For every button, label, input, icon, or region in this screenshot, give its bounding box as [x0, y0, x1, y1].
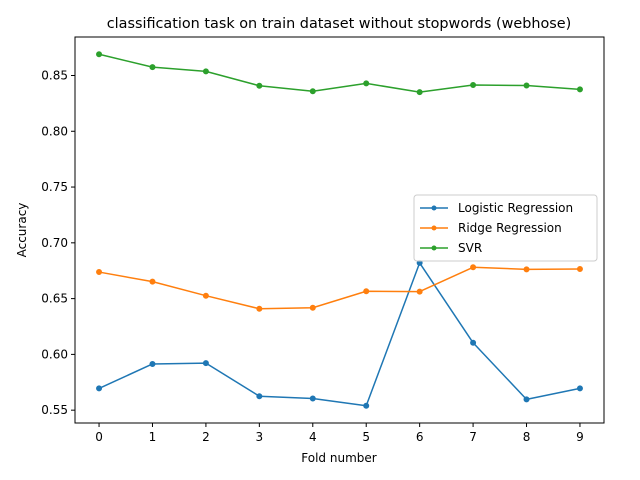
x-tick-label: 1 [149, 430, 157, 444]
x-tick-label: 4 [309, 430, 317, 444]
data-point-svr [202, 68, 209, 75]
data-point-ridge-regression [309, 304, 316, 311]
series-line-logistic-regression [98, 262, 581, 407]
x-axis-label: Fold number [301, 451, 376, 465]
series-logistic-regression [96, 259, 583, 409]
y-tick-label: 0.85 [41, 68, 68, 82]
chart-title: classification task on train dataset wit… [107, 16, 572, 32]
data-point-svr [149, 64, 156, 71]
data-point-ridge-regression [256, 305, 263, 312]
data-point-logistic-regression [149, 360, 156, 367]
x-tick-label: 7 [469, 430, 477, 444]
x-tick-label: 2 [202, 430, 210, 444]
data-point-ridge-regression [416, 288, 423, 295]
y-axis-label: Accuracy [15, 203, 29, 258]
series-svr [96, 51, 583, 96]
x-tick-label: 8 [523, 430, 531, 444]
legend-marker-svr [431, 245, 437, 251]
data-point-logistic-regression [576, 385, 583, 392]
data-point-logistic-regression [523, 396, 530, 403]
data-point-ridge-regression [96, 269, 103, 276]
data-point-svr [523, 82, 530, 89]
y-tick-label: 0.55 [41, 403, 68, 417]
legend-label-ridge-regression: Ridge Regression [458, 221, 562, 235]
y-tick-label: 0.75 [41, 180, 68, 194]
y-tick-label: 0.60 [41, 347, 68, 361]
data-point-logistic-regression [256, 393, 263, 400]
data-point-ridge-regression [523, 266, 530, 273]
x-tick-label: 0 [95, 430, 103, 444]
x-tick-label: 5 [362, 430, 370, 444]
series-line-svr [98, 53, 581, 93]
x-tick-label: 3 [256, 430, 264, 444]
x-tick-label: 9 [576, 430, 584, 444]
legend-marker-ridge-regression [431, 225, 437, 231]
data-point-svr [96, 51, 103, 58]
data-point-svr [363, 80, 370, 87]
data-point-svr [576, 86, 583, 93]
y-tick-label: 0.70 [41, 236, 68, 250]
x-axis-ticks: 0 1 2 3 4 5 6 7 8 9 [95, 423, 584, 444]
data-point-logistic-regression [202, 360, 209, 367]
legend-marker-logistic-regression [431, 205, 437, 211]
data-point-ridge-regression [149, 278, 156, 285]
data-point-logistic-regression [363, 402, 370, 409]
data-point-ridge-regression [470, 264, 477, 271]
data-point-svr [309, 88, 316, 95]
series-ridge-regression [96, 264, 583, 312]
series-layer [96, 51, 583, 409]
legend-box [413, 194, 598, 262]
data-point-ridge-regression [363, 288, 370, 295]
data-point-svr [470, 81, 477, 88]
legend-label-svr: SVR [458, 241, 482, 255]
y-tick-label: 0.65 [41, 292, 68, 306]
y-axis-ticks: 0.55 0.60 0.65 0.70 0.75 0.80 0.85 [41, 68, 75, 417]
data-point-svr [416, 89, 423, 96]
data-point-logistic-regression [96, 385, 103, 392]
x-tick-label: 6 [416, 430, 424, 444]
data-point-logistic-regression [470, 339, 477, 346]
y-tick-label: 0.80 [41, 124, 68, 138]
data-point-ridge-regression [576, 266, 583, 273]
plot-frame [74, 36, 605, 424]
data-point-ridge-regression [202, 292, 209, 299]
legend-label-logistic-regression: Logistic Regression [458, 201, 573, 215]
data-point-svr [256, 82, 263, 89]
legend: Logistic Regression Ridge Regression SVR [413, 194, 598, 262]
data-point-logistic-regression [309, 395, 316, 402]
series-line-ridge-regression [98, 266, 581, 310]
